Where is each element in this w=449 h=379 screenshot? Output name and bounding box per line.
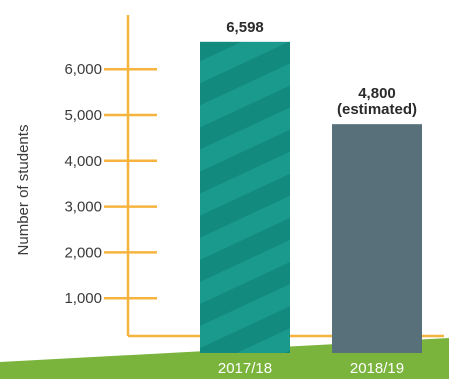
x-category-label: 2017/18 [218,360,272,377]
data-label: 6,598 [226,19,264,36]
y-tick-label: 3,000 [64,199,102,216]
y-tick-label: 5,000 [64,107,102,124]
y-axis-title: Number of students [15,125,32,256]
data-label: (estimated) [337,101,417,118]
data-label: 4,800 [358,85,396,102]
y-tick-label: 1,000 [64,290,102,307]
bar-2018-19 [332,124,422,353]
y-tick-label: 4,000 [64,153,102,170]
x-category-label: 2018/19 [350,360,404,377]
y-tick-label: 2,000 [64,244,102,261]
y-tick-label: 6,000 [64,61,102,78]
bar-2017-18 [200,41,290,354]
